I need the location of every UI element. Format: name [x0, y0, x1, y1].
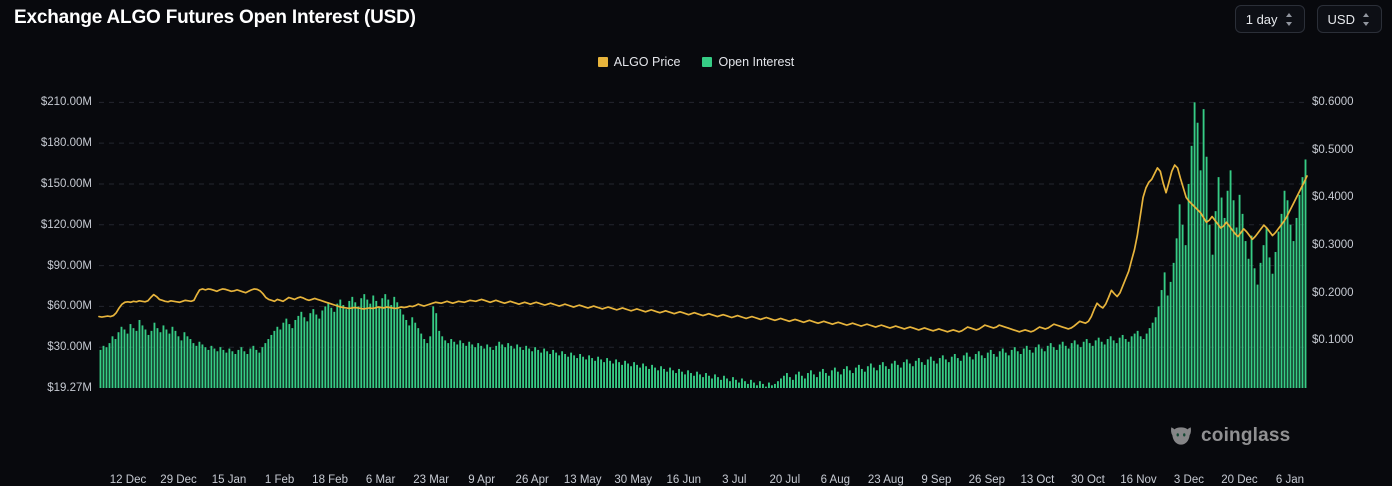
x-axis-tick: 16 Jun	[666, 474, 701, 486]
x-axis-tick: 26 Apr	[515, 474, 549, 486]
y-right-tick: $0.1000	[1312, 334, 1354, 347]
x-axis-tick: 23 Mar	[413, 474, 450, 486]
chart-plot-area[interactable]: $210.00M $180.00M $150.00M $120.00M $90.00M $…	[0, 78, 1392, 486]
legend-label-price: ALGO Price	[613, 55, 681, 69]
watermark-text: coinglass	[1201, 425, 1291, 446]
x-axis-tick: 30 Oct	[1070, 474, 1105, 486]
y-right-tick: $0.4000	[1312, 191, 1354, 204]
legend-swatch-price	[597, 57, 608, 67]
x-axis-tick: 3 Dec	[1173, 474, 1204, 486]
x-axis-tick: 23 Aug	[867, 474, 904, 486]
x-axis-tick: 15 Jan	[211, 474, 247, 486]
y-left-baseline-label: $19.27M	[47, 382, 92, 394]
x-axis-tick: 13 May	[563, 474, 602, 486]
x-axis-tick: 30 May	[614, 474, 653, 486]
x-axis-tick: 13 Oct	[1020, 474, 1055, 486]
legend-label-open-interest: Open Interest	[718, 55, 795, 69]
chevron-updown-icon	[1285, 12, 1294, 27]
chart-legend: ALGO Price Open Interest	[0, 55, 1392, 69]
y-left-tick: $60.00M	[47, 300, 92, 313]
y-left-tick: $180.00M	[40, 137, 92, 150]
header-controls: 1 day USD	[1234, 5, 1382, 33]
algo-price-line	[98, 164, 1308, 333]
page-title: Exchange ALGO Futures Open Interest (USD…	[14, 7, 416, 28]
y-right-tick: $0.2000	[1312, 286, 1354, 299]
currency-select[interactable]: USD	[1316, 5, 1382, 33]
x-axis-tick: 20 Dec	[1221, 474, 1258, 486]
y-left-tick: $210.00M	[40, 96, 92, 109]
x-axis-tick: 20 Jul	[769, 474, 801, 486]
legend-swatch-open-interest	[702, 57, 713, 67]
x-axis-tick: 3 Jul	[722, 474, 747, 486]
x-axis-tick: 6 Mar	[365, 474, 396, 486]
y-left-tick: $120.00M	[40, 218, 92, 231]
y-right-tick: $0.5000	[1312, 143, 1354, 156]
interval-select[interactable]: 1 day	[1234, 5, 1305, 33]
gridlines	[99, 101, 1307, 348]
x-axis-tick: 6 Aug	[820, 474, 851, 486]
x-axis-tick: 9 Sep	[921, 474, 952, 486]
x-axis-tick: 29 Dec	[160, 474, 197, 486]
y-left-tick: $90.00M	[47, 259, 92, 272]
legend-item-open-interest[interactable]: Open Interest	[702, 55, 794, 69]
x-axis-tick: 9 Apr	[468, 474, 496, 486]
y-left-tick: $30.00M	[47, 341, 92, 354]
y-right-tick: $0.6000	[1312, 96, 1354, 109]
y-right-tick: $0.3000	[1312, 239, 1354, 252]
x-axis-tick: 6 Jan	[1275, 474, 1305, 486]
x-axis-tick: 12 Dec	[109, 474, 147, 486]
x-axis-tick: 1 Feb	[264, 474, 295, 486]
legend-item-algo-price[interactable]: ALGO Price	[597, 55, 681, 69]
open-interest-bars	[99, 102, 1307, 389]
x-axis-tick: 18 Feb	[312, 474, 348, 486]
x-axis-tick: 16 Nov	[1120, 474, 1157, 486]
currency-select-value: USD	[1327, 11, 1355, 27]
chart-header: Exchange ALGO Futures Open Interest (USD…	[0, 0, 1392, 40]
interval-select-value: 1 day	[1245, 11, 1278, 27]
chevron-updown-icon	[1362, 12, 1371, 27]
x-axis-tick: 26 Sep	[968, 474, 1006, 486]
chart-canvas	[98, 101, 1308, 389]
y-left-tick: $150.00M	[40, 177, 92, 190]
